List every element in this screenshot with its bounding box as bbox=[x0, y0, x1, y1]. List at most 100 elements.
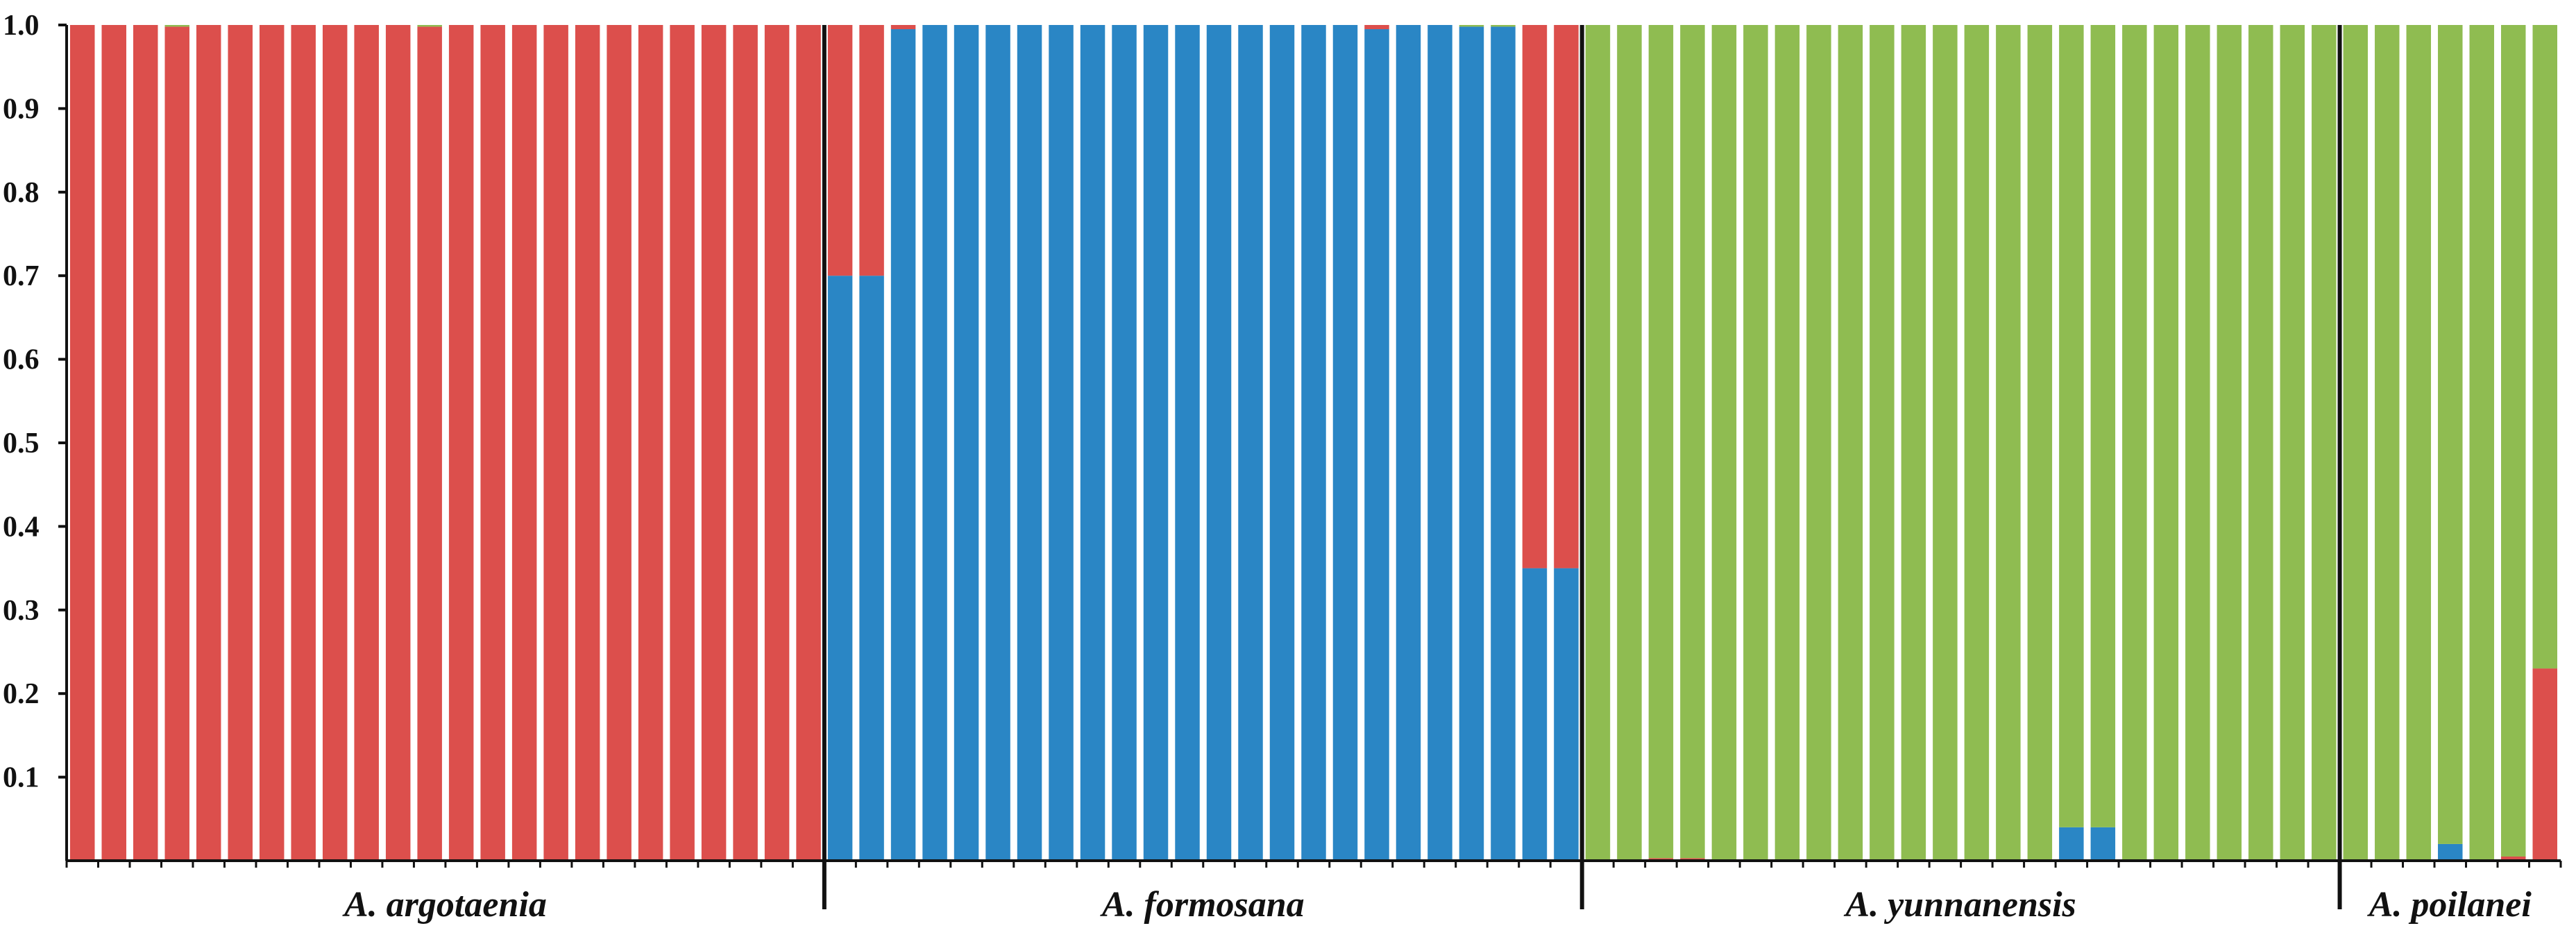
group-label: A. yunnanensis bbox=[1843, 885, 2076, 925]
bar-segment-green bbox=[1617, 25, 1642, 861]
bar-segment-red bbox=[733, 25, 758, 861]
y-tick-label: 0.8 bbox=[3, 177, 40, 209]
bar-segment-red bbox=[322, 25, 348, 861]
bar-segment-green bbox=[2312, 25, 2337, 861]
bar-segment-blue bbox=[1522, 568, 1548, 861]
bar-segment-red bbox=[448, 25, 474, 861]
bar-segment-red bbox=[670, 25, 695, 861]
bar-segment-blue bbox=[1238, 25, 1263, 861]
bar-segment-blue bbox=[1112, 25, 1137, 861]
bar-segment-green bbox=[1585, 25, 1611, 861]
bar-segment-green bbox=[1774, 25, 1800, 861]
y-tick-label: 0.7 bbox=[3, 260, 40, 292]
bar-segment-blue bbox=[1049, 25, 1074, 861]
bar-segment-green bbox=[2153, 25, 2179, 861]
bar-segment-red bbox=[228, 25, 253, 861]
bar-segment-red bbox=[196, 25, 221, 861]
bar-segment-green bbox=[1838, 25, 1863, 861]
bar-segment-blue bbox=[1206, 25, 1232, 861]
bar-segment-red bbox=[859, 25, 884, 276]
bar-segment-blue bbox=[1143, 25, 1169, 861]
bar-segment-blue bbox=[2090, 827, 2116, 861]
bar-segment-red bbox=[575, 25, 600, 861]
bar-segment-green bbox=[2280, 25, 2305, 861]
bar-segment-blue bbox=[922, 25, 947, 861]
bar-segment-blue bbox=[1396, 25, 1421, 861]
bar-segment-green bbox=[1711, 25, 1737, 861]
axis-layer: 1.0 0.9 0.8 0.7 0.6 0.5 0.4 0.3 0.2 0.1 bbox=[3, 10, 2562, 909]
bar-segment-red bbox=[701, 25, 727, 861]
bar-segment-green bbox=[2185, 25, 2210, 861]
bar-segment-red bbox=[354, 25, 379, 861]
bar-segment-red bbox=[417, 26, 442, 861]
bar-segment-blue bbox=[827, 276, 853, 861]
bar-segment-red bbox=[1522, 25, 1548, 568]
bar-segment-green bbox=[1806, 25, 1831, 861]
bar-segment-red bbox=[70, 25, 95, 861]
bar-segment-red bbox=[796, 25, 821, 861]
bar-segment-blue bbox=[1017, 25, 1042, 861]
bar-segment-blue bbox=[1175, 25, 1200, 861]
bar-segment-red bbox=[164, 26, 189, 861]
bar-segment-red bbox=[764, 25, 790, 861]
bar-segment-green bbox=[1901, 25, 1926, 861]
bar-segment-blue bbox=[954, 25, 979, 861]
bar-segment-blue bbox=[1491, 26, 1516, 861]
y-tick-label: 0.2 bbox=[3, 678, 40, 710]
bar-segment-green bbox=[417, 25, 442, 27]
bar-segment-red bbox=[543, 25, 568, 861]
bars-layer bbox=[70, 25, 2557, 861]
y-tick-label: 0.3 bbox=[3, 595, 40, 627]
y-tick-label: 0.4 bbox=[3, 511, 40, 543]
bar-segment-green bbox=[1933, 25, 1958, 861]
group-label: A. poilanei bbox=[2367, 885, 2532, 925]
bar-segment-green bbox=[2027, 25, 2053, 861]
bar-segment-blue bbox=[1364, 29, 1389, 861]
bar-segment-red bbox=[480, 25, 505, 861]
bar-segment-red bbox=[291, 25, 316, 861]
bar-segment-green bbox=[164, 25, 189, 27]
bar-segment-blue bbox=[1080, 25, 1105, 861]
bar-segment-green bbox=[1996, 25, 2021, 861]
bar-segment-red bbox=[607, 25, 632, 861]
bar-segment-green bbox=[2406, 25, 2432, 861]
bar-segment-blue bbox=[2438, 843, 2463, 861]
bar-segment-red bbox=[2532, 668, 2557, 861]
bar-segment-green bbox=[2532, 25, 2557, 669]
bar-segment-red bbox=[827, 25, 853, 276]
y-tick-label: 0.5 bbox=[3, 428, 40, 460]
bar-segment-blue bbox=[1332, 25, 1358, 861]
bar-segment-green bbox=[1870, 25, 1895, 861]
bar-segment-green bbox=[2469, 25, 2495, 861]
bar-segment-blue bbox=[1301, 25, 1326, 861]
bar-segment-green bbox=[2438, 25, 2463, 844]
bar-segment-green bbox=[1964, 25, 1990, 861]
bar-segment-blue bbox=[859, 276, 884, 861]
bar-segment-green bbox=[2090, 25, 2116, 827]
bar-segment-red bbox=[638, 25, 663, 861]
bar-segment-green bbox=[2375, 25, 2400, 861]
bar-segment-red bbox=[890, 25, 916, 30]
y-tick-label: 1.0 bbox=[3, 10, 40, 42]
bar-segment-blue bbox=[985, 25, 1010, 861]
bar-segment-blue bbox=[1554, 568, 1579, 861]
bar-segment-green bbox=[1743, 25, 1768, 861]
bar-segment-red bbox=[1554, 25, 1579, 568]
bar-segment-blue bbox=[1269, 25, 1295, 861]
bar-segment-red bbox=[259, 25, 285, 861]
bar-segment-green bbox=[2122, 25, 2147, 861]
y-tick-label: 0.6 bbox=[3, 344, 40, 376]
group-label: A. argotaenia bbox=[342, 885, 547, 925]
bar-segment-green bbox=[1680, 25, 1705, 859]
bar-segment-blue bbox=[890, 29, 916, 861]
bar-segment-green bbox=[1648, 25, 1674, 859]
bar-segment-red bbox=[133, 25, 158, 861]
bar-segment-green bbox=[2343, 25, 2369, 861]
bar-segment-blue bbox=[2059, 827, 2084, 861]
group-label: A. formosana bbox=[1100, 885, 1305, 925]
bar-segment-green bbox=[1491, 25, 1516, 27]
bar-segment-red bbox=[1364, 25, 1389, 30]
bar-segment-green bbox=[2217, 25, 2242, 861]
